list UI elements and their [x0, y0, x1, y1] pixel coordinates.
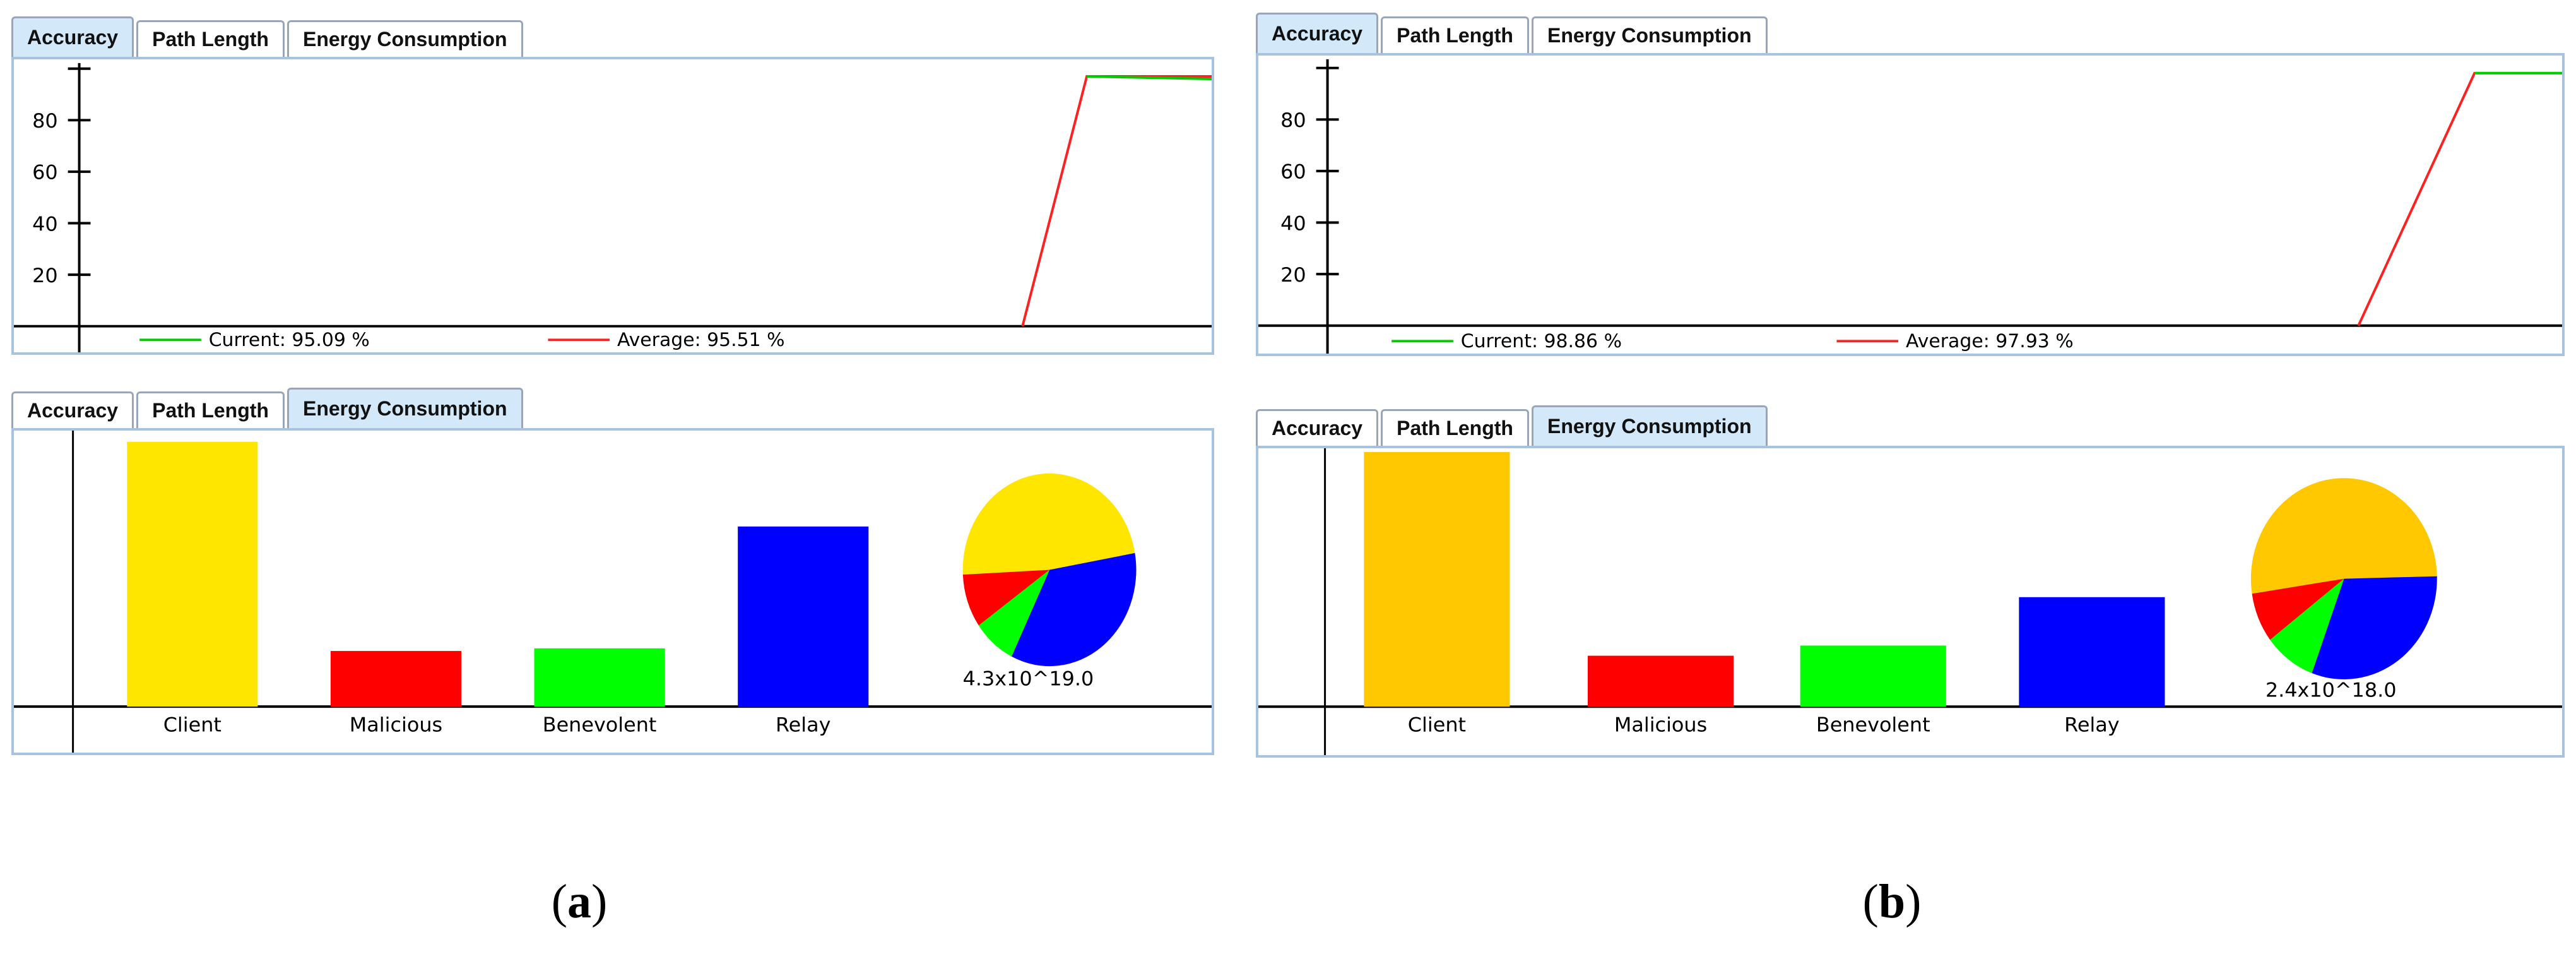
legend-average-label: Average: 95.51 % [617, 328, 785, 350]
pie-total-label: 2.4x10^18.0 [2266, 679, 2397, 702]
energy-chart-area: Client Malicious Benevolent Relay 2.4x10^18.… [1256, 446, 2565, 758]
category-label: Malicious [350, 714, 442, 737]
category-label: Benevolent [543, 714, 657, 737]
pie-slice-benevolent [2270, 578, 2344, 674]
tab-path-length[interactable]: Path Length [1381, 409, 1529, 446]
tab-accuracy[interactable]: Accuracy [1256, 13, 1379, 53]
tab-energy-consumption[interactable]: Energy Consumption [287, 388, 523, 428]
category-label: Client [163, 714, 222, 737]
tab-path-length[interactable]: Path Length [1381, 16, 1529, 53]
tab-bar: Accuracy Path Length Energy Consumption [1256, 8, 1770, 53]
y-tick-label: 20 [32, 265, 58, 287]
y-tick-label: 20 [1280, 264, 1306, 287]
pie-slice-relay [2312, 576, 2437, 679]
category-label: Relay [776, 714, 831, 737]
panel-a-energy: Accuracy Path Length Energy Consumption … [11, 383, 1214, 755]
tab-accuracy[interactable]: Accuracy [11, 16, 134, 57]
legend-current-label: Current: 95.09 % [209, 328, 370, 350]
pie-slice-malicious [2252, 578, 2344, 640]
panel-b-energy: Accuracy Path Length Energy Consumption … [1256, 400, 2565, 758]
tab-bar: Accuracy Path Length Energy Consumption [1256, 400, 1770, 446]
bar-benevolent [534, 648, 665, 707]
current-series-line [1087, 75, 1212, 81]
accuracy-chart: 80 60 40 20 Current: 98.86 % Average: 97.93 % [1258, 59, 2562, 354]
bar-malicious [330, 651, 462, 707]
pie-total-label: 4.3x10^19.0 [963, 668, 1094, 691]
category-label: Relay [2064, 714, 2120, 737]
y-tick-label: 80 [32, 110, 58, 133]
panel-a-accuracy: Accuracy Path Length Energy Consumption … [11, 11, 1214, 355]
caption-b: (b) [1862, 875, 1922, 928]
panel-b-accuracy: Accuracy Path Length Energy Consumption … [1256, 8, 2565, 356]
category-label: Client [1408, 714, 1466, 737]
average-series-line [1021, 75, 1212, 327]
y-tick-label: 40 [1280, 212, 1306, 235]
category-label: Malicious [1614, 714, 1707, 737]
caption-a: (a) [551, 875, 608, 928]
tab-path-length[interactable]: Path Length [136, 391, 285, 428]
accuracy-chart-area: 80 60 40 20 Current: 98.86 % Average: 97.93 % [1256, 53, 2565, 356]
bar-benevolent [1800, 645, 1946, 707]
pie-slice-client [2250, 478, 2437, 594]
y-tick-label: 60 [1280, 161, 1306, 184]
energy-chart-area: Client Malicious Benevolent Relay 4.3x10^19.… [11, 428, 1214, 755]
y-tick-label: 60 [32, 162, 58, 184]
tab-accuracy[interactable]: Accuracy [1256, 409, 1379, 446]
tab-energy-consumption[interactable]: Energy Consumption [287, 20, 523, 57]
y-tick-label: 40 [32, 213, 58, 236]
bar-client [127, 441, 258, 707]
legend-average-label: Average: 97.93 % [1906, 330, 2074, 352]
bar-malicious [1587, 655, 1734, 707]
pie-slice-client [962, 473, 1135, 575]
energy-chart: Client Malicious Benevolent Relay 2.4x10^18.… [1258, 448, 2562, 755]
caption-letter: a [567, 875, 591, 928]
tab-energy-consumption[interactable]: Energy Consumption [1531, 16, 1768, 53]
caption-letter: b [1878, 875, 1906, 928]
pie-slice-relay [1011, 552, 1137, 667]
tab-path-length[interactable]: Path Length [136, 20, 285, 57]
energy-chart: Client Malicious Benevolent Relay 4.3x10^19.… [14, 431, 1212, 753]
accuracy-chart-area: 80 60 40 20 Current: 95.09 % Average: 95.51 % [11, 57, 1214, 355]
tab-energy-consumption[interactable]: Energy Consumption [1531, 405, 1768, 446]
y-tick-label: 80 [1280, 109, 1306, 132]
tab-bar: Accuracy Path Length Energy Consumption [11, 383, 526, 428]
average-series-line [2357, 71, 2562, 326]
bar-client [1364, 451, 1510, 707]
legend-current-label: Current: 98.86 % [1461, 330, 1622, 352]
category-label: Benevolent [1816, 714, 1930, 737]
tab-accuracy[interactable]: Accuracy [11, 391, 134, 428]
pie-slice-benevolent [978, 569, 1050, 657]
bar-relay [2019, 597, 2165, 707]
pie-slice-malicious [962, 569, 1050, 626]
tab-bar: Accuracy Path Length Energy Consumption [11, 11, 526, 57]
bar-relay [738, 526, 869, 707]
accuracy-chart: 80 60 40 20 Current: 95.09 % Average: 95.51 % [14, 63, 1212, 352]
